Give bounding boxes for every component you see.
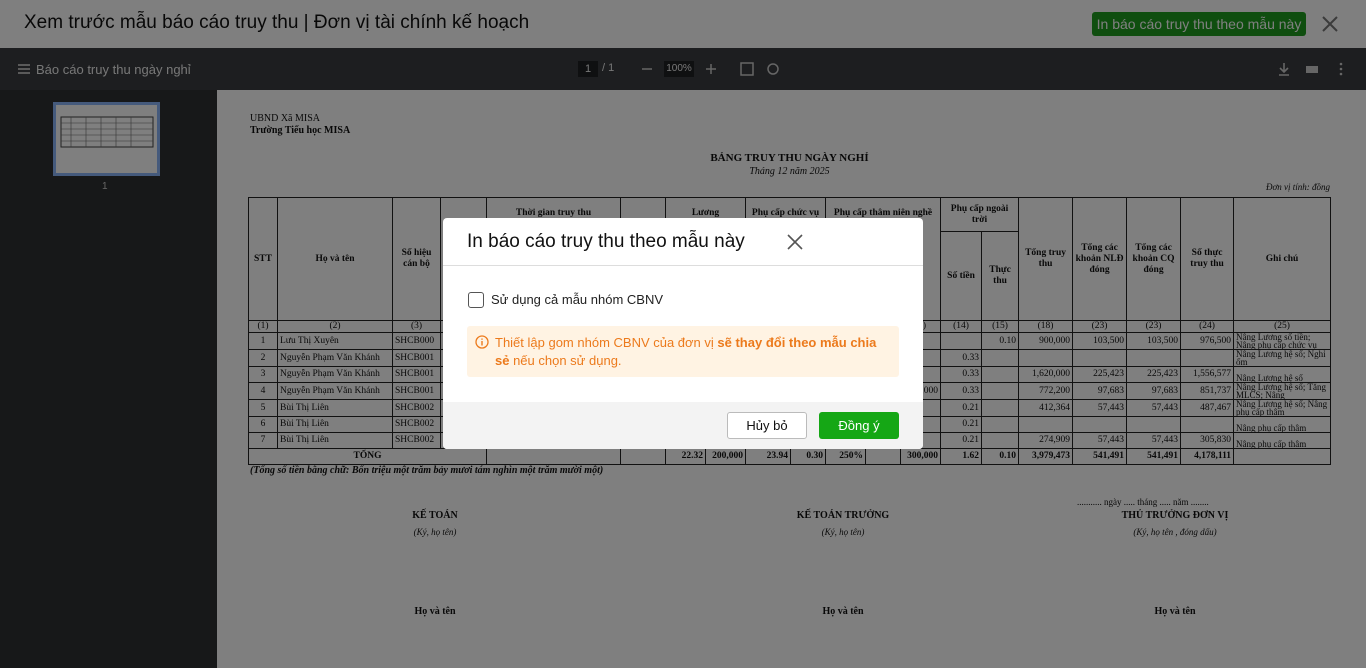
- info-icon: [475, 335, 489, 349]
- dialog-title: In báo cáo truy thu theo mẫu này: [467, 231, 745, 252]
- confirm-button[interactable]: Đồng ý: [819, 412, 899, 439]
- warning-text: nếu chọn sử dụng.: [509, 353, 622, 368]
- dialog-footer: Hủy bỏ Đồng ý: [443, 402, 923, 449]
- checkbox[interactable]: [468, 292, 484, 308]
- warning-text: Thiết lập gom nhóm CBNV của đơn vị: [495, 335, 718, 350]
- cancel-button[interactable]: Hủy bỏ: [727, 412, 807, 439]
- dialog: In báo cáo truy thu theo mẫu này Sử dụng…: [443, 218, 923, 449]
- checkbox-label[interactable]: Sử dụng cả mẫu nhóm CBNV: [491, 292, 664, 307]
- warning-box: Thiết lập gom nhóm CBNV của đơn vị sẽ th…: [467, 326, 899, 377]
- warning-emphasis: sẽ thay đổi theo mẫu chia sẻ: [495, 335, 877, 368]
- divider: [443, 265, 923, 266]
- dialog-close[interactable]: [785, 232, 805, 252]
